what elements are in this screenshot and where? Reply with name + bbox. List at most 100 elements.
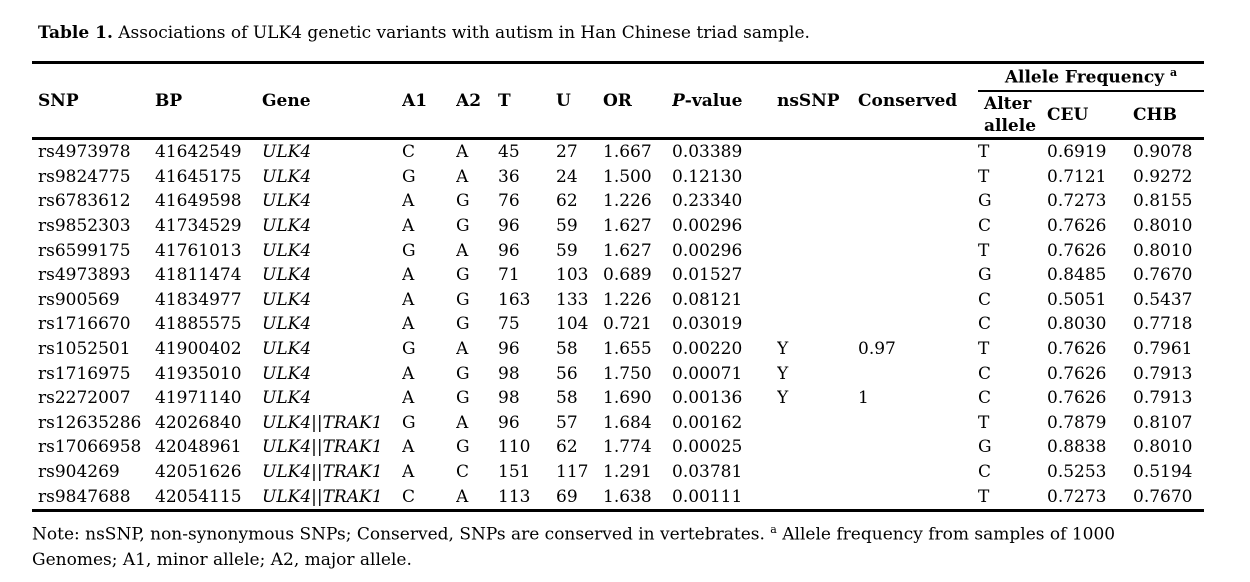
cell-t: 113 [498,486,531,507]
cell-conserved: 1 [858,388,869,409]
cell-gene: ULK4 [262,289,312,310]
cell-a2: G [456,191,470,212]
cell-u: 62 [556,437,578,458]
cell-chb: 0.9272 [1133,166,1193,187]
cell-u: 57 [556,412,578,433]
cell-bp: 41900402 [155,339,242,360]
cell-a1: G [402,240,416,261]
cell-a2: A [456,166,469,187]
cell-snp: rs9824775 [38,166,131,187]
cell-nssnp [777,139,858,165]
cell-gene: ULK4 [262,142,312,163]
cell-bp: 41935010 [155,363,242,384]
cell-conserved [858,214,978,239]
column-header-ceu: CEU [1047,91,1133,140]
cell-nssnp [777,288,858,313]
cell-bp: 41971140 [155,388,242,409]
cell-t: 98 [498,363,520,384]
cell-a1: G [402,166,416,187]
cell-bp: 41642549 [155,142,242,163]
footnote-text-after: Allele frequency from samples of 1000 Ge… [32,524,1116,570]
cell-u: 58 [556,388,578,409]
cell-a1: A [402,289,415,310]
cell-snp: rs1052501 [38,339,131,360]
table-header: SNP BP Gene A1 A2 T U OR P-value nsSNP C… [32,62,1205,140]
cell-a2: A [456,142,469,163]
allele-frequency-footnote-marker: a [1170,66,1178,80]
cell-a2: A [456,486,469,507]
cell-u: 56 [556,363,578,384]
cell-chb: 0.8107 [1133,412,1193,433]
cell-u: 24 [556,166,578,187]
cell-snp: rs2272007 [38,388,131,409]
table-row: rs1052501 41900402 ULK4 G A 96 58 1.655 0.00220 Y… [32,337,1204,362]
cell-p-value: 0.03019 [672,314,743,335]
cell-snp: rs904269 [38,462,120,483]
cell-or: 1.667 [603,142,652,163]
column-header-a1: A1 [402,62,456,140]
cell-or: 1.638 [603,486,652,507]
cell-conserved [858,288,978,313]
cell-snp: rs1716975 [38,363,131,384]
cell-ceu: 0.7626 [1047,388,1107,409]
cell-snp: rs900569 [38,289,120,310]
cell-p-value: 0.00111 [672,486,743,507]
cell-conserved [858,484,978,510]
cell-alter-allele: G [978,191,992,212]
cell-chb: 0.8010 [1133,240,1193,261]
p-value-italic-p: P [672,90,685,111]
cell-a1: A [402,388,415,409]
cell-or: 1.226 [603,289,652,310]
cell-u: 117 [556,462,589,483]
cell-u: 69 [556,486,578,507]
cell-a1: G [402,339,416,360]
cell-conserved [858,312,978,337]
cell-p-value: 0.00296 [672,216,743,237]
column-header-snp: SNP [32,62,155,140]
cell-t: 75 [498,314,520,335]
cell-nssnp: Y [777,363,789,384]
cell-gene: ULK4 [262,388,312,409]
cell-conserved [858,139,978,165]
cell-a1: A [402,265,415,286]
column-header-chb: CHB [1133,91,1205,140]
cell-or: 1.655 [603,339,652,360]
cell-conserved: 0.97 [858,339,896,360]
cell-ceu: 0.7273 [1047,191,1107,212]
cell-ceu: 0.8485 [1047,265,1107,286]
cell-bp: 42048961 [155,437,242,458]
cell-nssnp [777,484,858,510]
cell-ceu: 0.7626 [1047,216,1107,237]
cell-ceu: 0.7626 [1047,339,1107,360]
cell-nssnp [777,435,858,460]
cell-chb: 0.7670 [1133,486,1193,507]
cell-or: 0.689 [603,265,652,286]
cell-conserved [858,435,978,460]
cell-gene: ULK4||TRAK1 [262,462,383,483]
cell-a1: G [402,412,416,433]
cell-a1: A [402,363,415,384]
cell-or: 1.684 [603,412,652,433]
cell-gene: ULK4||TRAK1 [262,437,383,458]
cell-alter-allele: C [978,462,992,483]
cell-chb: 0.9078 [1133,142,1193,163]
cell-a1: A [402,314,415,335]
cell-nssnp [777,411,858,436]
cell-gene: ULK4 [262,265,312,286]
cell-chb: 0.7913 [1133,388,1193,409]
cell-conserved [858,165,978,190]
cell-ceu: 0.5051 [1047,289,1107,310]
cell-ceu: 0.6919 [1047,142,1107,163]
cell-u: 59 [556,240,578,261]
cell-alter-allele: G [978,437,992,458]
table-footnote: Note: nsSNP, non-synonymous SNPs; Conser… [32,517,1204,573]
cell-alter-allele: G [978,265,992,286]
cell-or: 1.291 [603,462,652,483]
cell-gene: ULK4 [262,166,312,187]
cell-snp: rs17066958 [38,437,142,458]
cell-snp: rs6783612 [38,191,131,212]
table-body: rs4973978 41642549 ULK4 C A 45 27 1.667 0.03389 T… [32,139,1205,511]
table-row: rs1716670 41885575 ULK4 A G 75 104 0.721 0.03019… [32,312,1204,337]
cell-gene: ULK4 [262,363,312,384]
